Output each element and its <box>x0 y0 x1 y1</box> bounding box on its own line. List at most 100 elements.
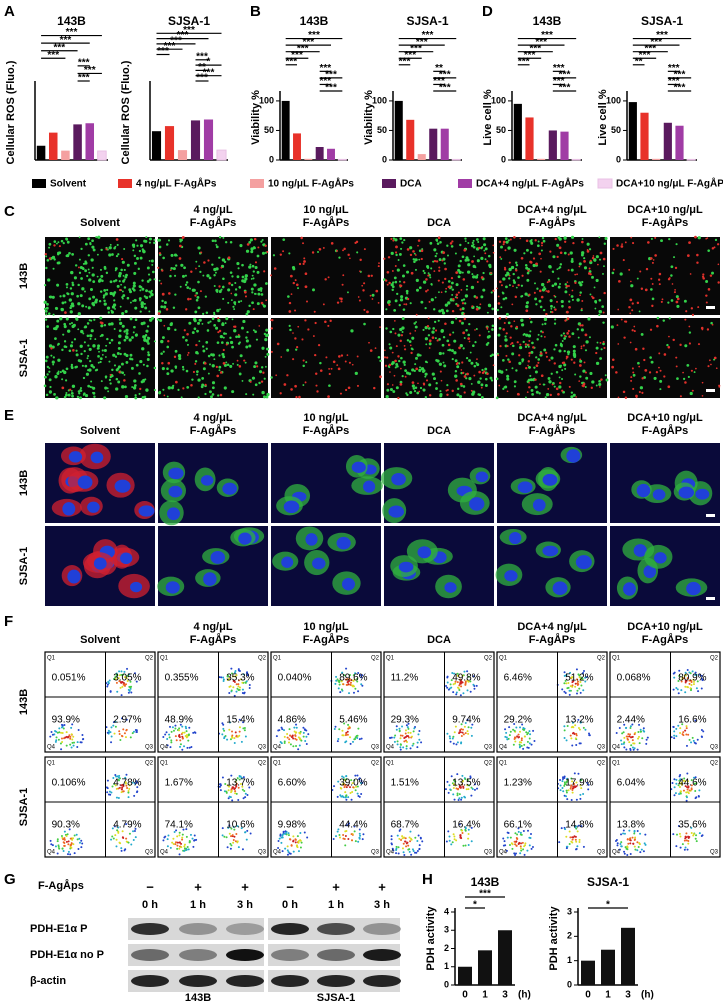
event-dot <box>565 682 568 685</box>
plot-frame <box>44 651 156 753</box>
nucleus <box>566 449 581 463</box>
live-cell <box>481 368 484 372</box>
live-cell <box>119 352 122 356</box>
event-dot <box>519 831 522 834</box>
event-dot <box>63 844 66 847</box>
live-cell <box>117 380 121 384</box>
event-dot <box>449 740 452 743</box>
live-cell <box>550 307 553 310</box>
live-cell <box>216 291 219 294</box>
live-cell <box>211 263 214 266</box>
event-dot <box>571 791 574 794</box>
event-dot <box>77 728 80 731</box>
live-cell <box>402 264 406 267</box>
event-dot <box>574 685 577 688</box>
event-dot <box>226 846 229 849</box>
bar <box>640 112 649 160</box>
event-dot <box>452 683 455 686</box>
micrograph-bg <box>158 318 268 398</box>
quadrant-name: Q4 <box>499 850 508 856</box>
event-dot <box>645 742 648 745</box>
live-cell <box>456 365 460 369</box>
live-cell <box>114 245 117 248</box>
event-dot <box>575 798 578 801</box>
event-dot <box>684 671 687 674</box>
event-dot <box>234 840 237 843</box>
live-cell <box>400 356 403 360</box>
dead-cell <box>598 386 601 388</box>
event-dot <box>412 742 415 745</box>
event-dot <box>168 733 171 736</box>
live-cell <box>95 368 99 372</box>
event-dot <box>281 834 284 837</box>
event-dot <box>633 830 636 833</box>
chart-title: SJSA-1 <box>641 14 683 28</box>
event-dot <box>686 786 689 789</box>
event-dot <box>133 672 136 675</box>
live-cell <box>548 380 552 384</box>
micrograph <box>45 443 155 523</box>
event-dot <box>692 680 695 683</box>
significance-label: *** <box>203 67 215 78</box>
live-cell <box>91 266 94 269</box>
event-dot <box>75 833 78 836</box>
event-dot <box>81 738 84 741</box>
dead-cell <box>204 362 207 365</box>
live-cell <box>396 292 399 296</box>
dead-cell <box>375 289 379 293</box>
event-dot <box>504 728 507 731</box>
event-dot <box>678 674 681 677</box>
live-cell <box>470 285 475 290</box>
event-dot <box>128 784 131 787</box>
dead-cell <box>517 283 520 287</box>
dead-cell <box>503 321 506 324</box>
event-dot <box>630 736 633 739</box>
live-cell <box>119 321 123 325</box>
event-dot <box>230 774 233 777</box>
dead-cell <box>367 274 371 278</box>
live-cell <box>529 374 532 377</box>
event-dot <box>393 736 396 739</box>
bar <box>571 158 581 161</box>
dead-cell <box>395 345 398 348</box>
dead-cell <box>470 389 473 392</box>
dead-cell <box>554 237 557 241</box>
event-dot <box>195 838 198 841</box>
live-cell <box>93 318 96 321</box>
live-cell <box>443 364 447 368</box>
live-cell <box>56 261 60 265</box>
live-cell <box>81 287 85 291</box>
dead-cell <box>629 312 632 315</box>
dead-cell <box>516 341 519 344</box>
dead-cell <box>696 253 699 257</box>
event-dot <box>458 793 461 796</box>
event-dot <box>689 672 692 675</box>
live-cell <box>515 264 519 267</box>
dead-cell <box>437 236 441 239</box>
live-cell <box>462 385 466 388</box>
live-cell <box>487 254 491 258</box>
live-cell <box>215 245 219 249</box>
live-cell <box>464 240 467 243</box>
live-cell <box>500 306 503 309</box>
live-cell <box>505 368 508 371</box>
live-cell <box>70 270 74 275</box>
live-cell <box>45 306 49 310</box>
event-dot <box>508 843 511 846</box>
event-dot <box>678 782 681 785</box>
event-dot <box>686 788 689 791</box>
event-dot <box>249 832 252 835</box>
dead-cell <box>497 295 500 298</box>
live-cell <box>216 341 220 344</box>
event-dot <box>54 740 57 743</box>
live-cell <box>136 257 139 260</box>
event-dot <box>243 691 246 694</box>
dead-cell <box>632 387 635 390</box>
dead-cell <box>671 283 674 285</box>
event-dot <box>290 844 293 847</box>
dead-cell <box>168 292 171 295</box>
dead-cell <box>44 252 47 256</box>
live-cell <box>117 341 121 345</box>
live-cell <box>214 239 217 243</box>
live-cell <box>639 386 643 390</box>
